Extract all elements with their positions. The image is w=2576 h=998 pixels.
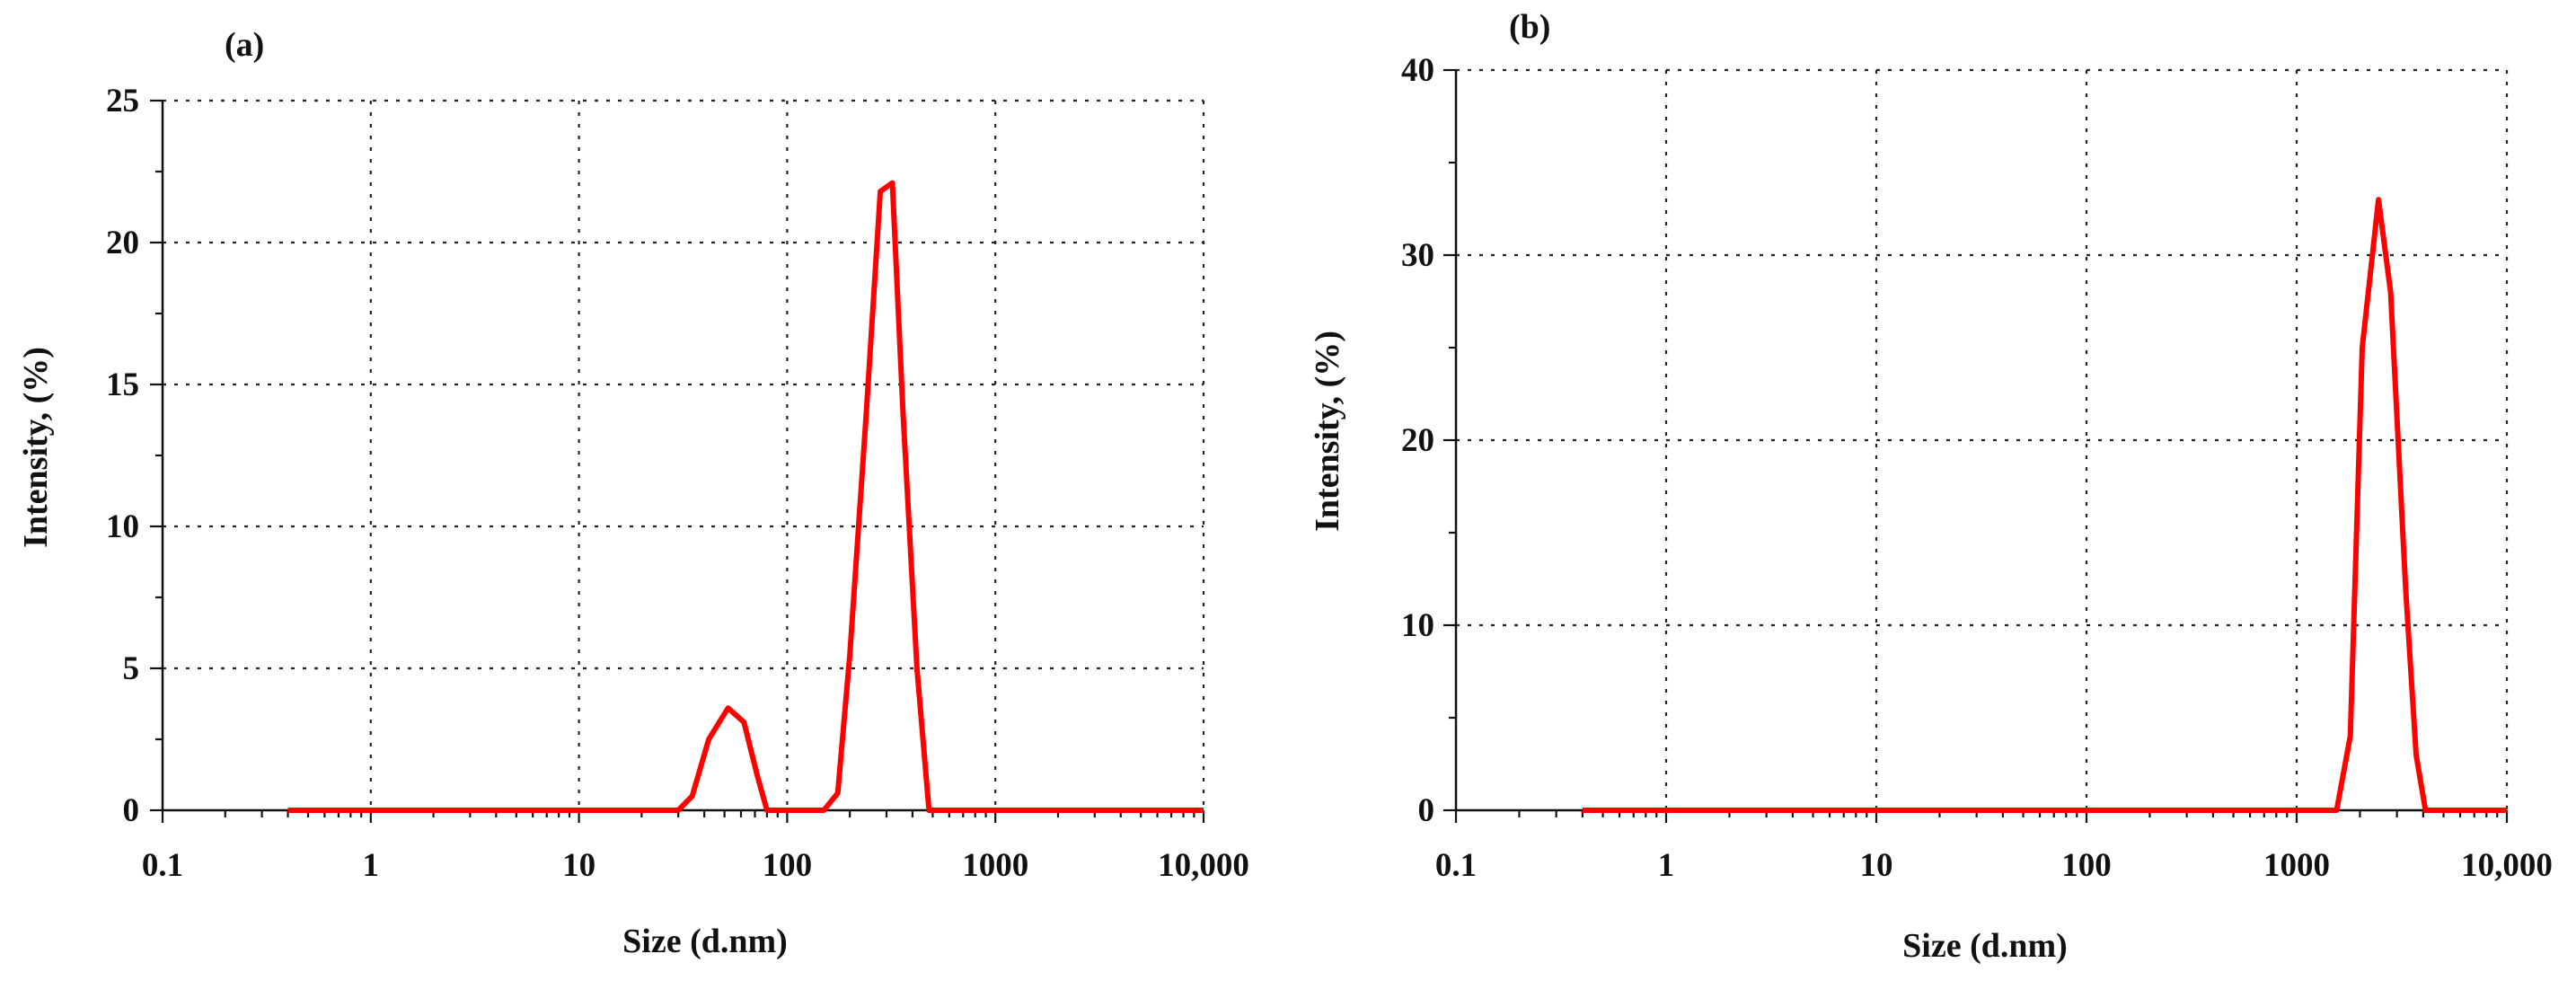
x-tick-label: 1	[363, 847, 380, 884]
y-axis-title: Intensity, (%)	[1309, 331, 1346, 532]
y-tick-label: 25	[106, 83, 139, 119]
y-axis-title: Intensity, (%)	[17, 347, 55, 548]
chart-panel-b: 0 10 20 30 40 0.1 1 10 100 1000 10,000 Size (d.nm) I…	[1309, 8, 2553, 965]
y-tick-label: 0	[1418, 792, 1435, 829]
x-tick-label: 1000	[2263, 847, 2330, 884]
y-tick-label: 20	[1401, 422, 1434, 459]
x-tick-label: 1	[1658, 847, 1675, 884]
y-tick-label: 5	[123, 650, 140, 687]
x-tick-label: 10,000	[2461, 847, 2553, 884]
x-tick-label: 0.1	[1435, 847, 1477, 884]
x-tick-label: 1000	[962, 847, 1028, 884]
series-line-intensity	[1582, 197, 2507, 813]
x-tick-label: 0.1	[142, 847, 183, 884]
y-tick-label: 20	[106, 225, 139, 261]
y-tick-label: 40	[1401, 52, 1434, 89]
y-tick-label: 30	[1401, 237, 1434, 274]
series-line-intensity	[287, 180, 1204, 813]
x-tick-label: 100	[2061, 847, 2112, 884]
y-tick-label: 10	[1401, 607, 1434, 644]
y-tick-label: 10	[106, 508, 139, 545]
y-tick-label: 0	[123, 792, 140, 829]
x-tick-label: 100	[763, 847, 813, 884]
panel-label: (b)	[1509, 8, 1550, 46]
x-axis-title: Size (d.nm)	[622, 923, 788, 960]
chart-panel-a: 0 5 10 15 20 25 0.1 1 10 100 1000 10,000 Size (d.nm)…	[17, 26, 1249, 960]
x-tick-label: 10,000	[1158, 847, 1249, 884]
x-tick-label: 10	[562, 847, 595, 884]
x-tick-label: 10	[1860, 847, 1893, 884]
panel-label: (a)	[225, 26, 264, 64]
y-tick-label: 15	[106, 367, 139, 403]
x-axis-title: Size (d.nm)	[1902, 927, 2068, 965]
